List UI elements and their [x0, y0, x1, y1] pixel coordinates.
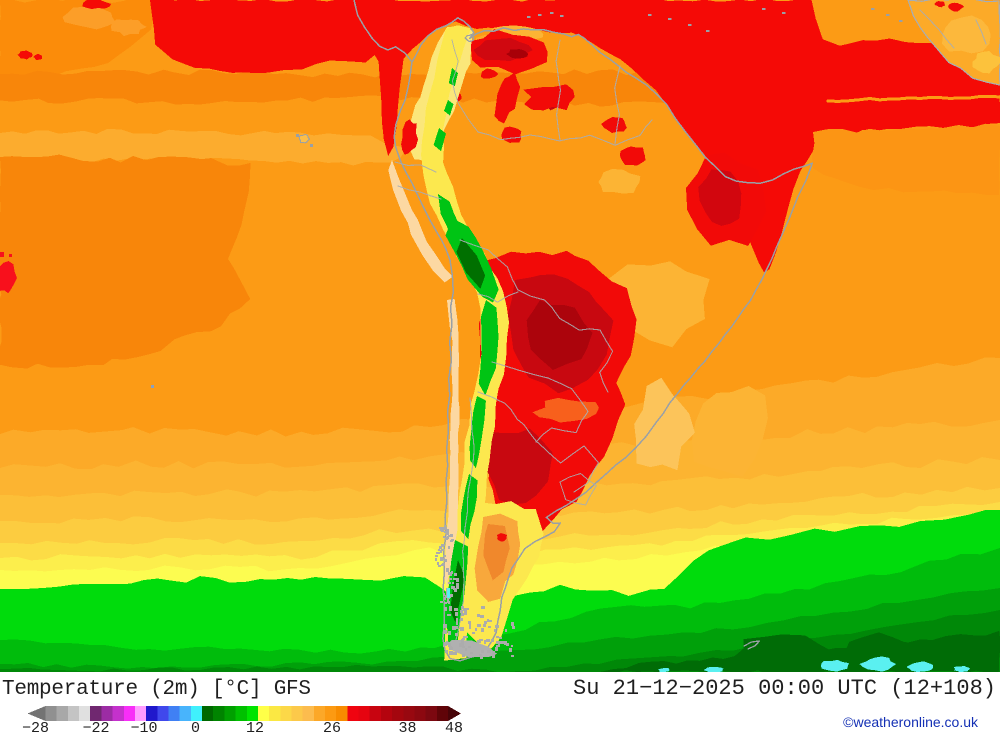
svg-text:26: 26 [323, 720, 341, 733]
svg-text:12: 12 [246, 720, 264, 733]
svg-text:−22: −22 [82, 720, 109, 733]
svg-text:0: 0 [191, 720, 200, 733]
svg-text:38: 38 [398, 720, 416, 733]
svg-text:Temperature (2m) [°C] GFS: Temperature (2m) [°C] GFS [2, 678, 311, 701]
svg-text:Su 21−12−2025 00:00 UTC (12+10: Su 21−12−2025 00:00 UTC (12+108) [573, 676, 996, 701]
svg-text:©weatheronline.co.uk: ©weatheronline.co.uk [843, 714, 979, 730]
svg-text:−10: −10 [130, 720, 157, 733]
svg-text:−28: −28 [22, 720, 49, 733]
svg-text:48: 48 [445, 720, 463, 733]
